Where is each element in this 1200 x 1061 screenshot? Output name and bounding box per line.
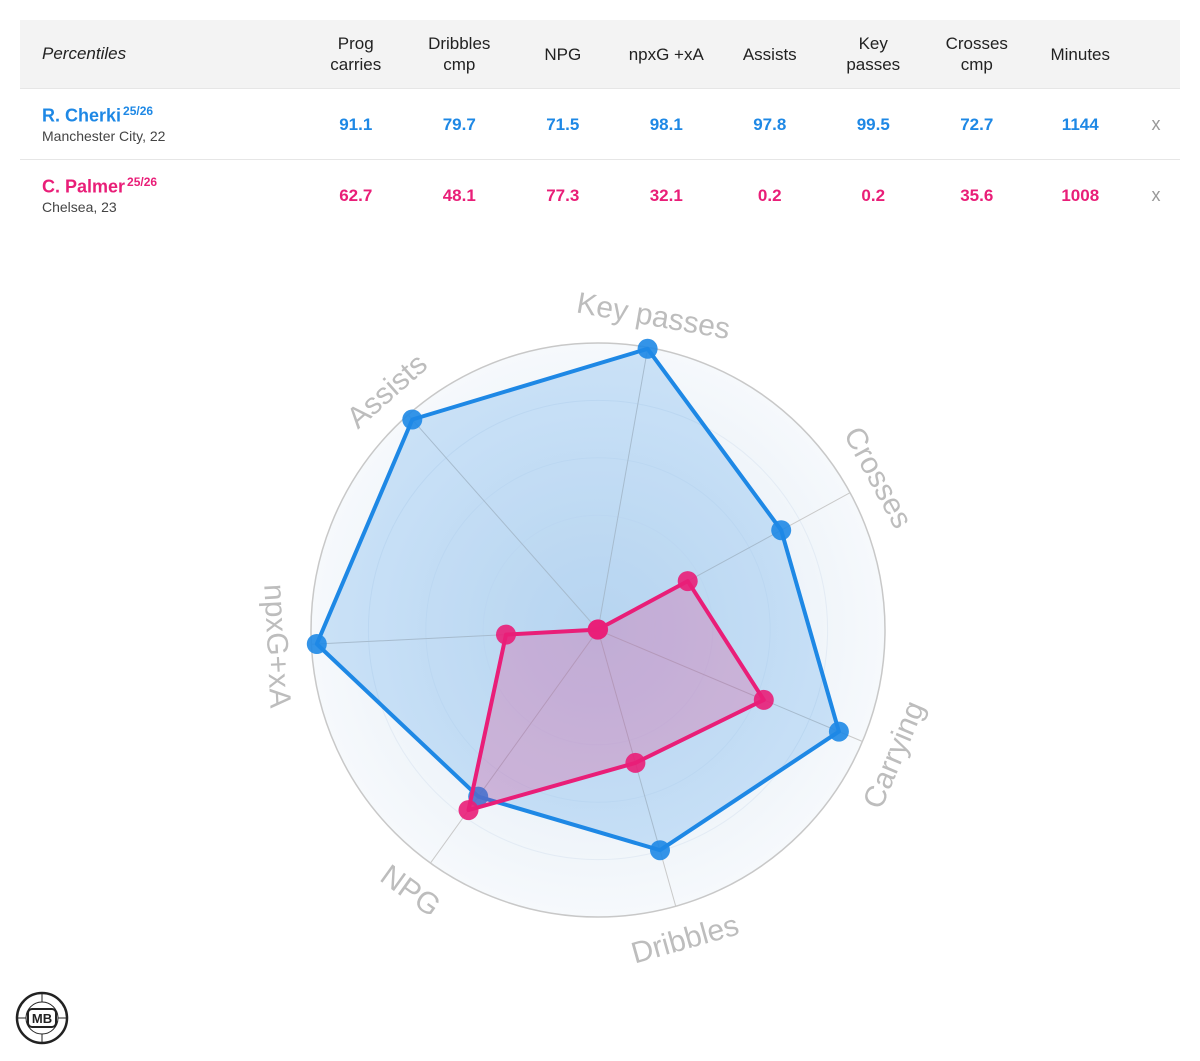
logo-text: MB — [32, 1011, 52, 1026]
data-point — [402, 409, 423, 430]
data-point — [458, 800, 479, 821]
table-header: Percentiles Prog carries Dribbles cmp NP… — [20, 20, 1180, 89]
remove-player-button[interactable]: x — [1151, 184, 1161, 205]
data-point — [753, 689, 774, 710]
radar-spoke — [597, 629, 863, 742]
value-prog-carries: 91.1 — [339, 114, 373, 134]
column-header-minutes: Minutes — [1050, 44, 1111, 64]
player-name[interactable]: R. Cherki — [42, 105, 122, 126]
header-label-cell: Percentiles — [20, 44, 304, 64]
value-prog-carries: 62.7 — [339, 185, 373, 205]
mb-logo: MB — [15, 991, 69, 1045]
column-header-npg: NPG — [544, 44, 582, 64]
column-header-crosses-cmp: Crosses cmp — [945, 34, 1008, 74]
data-point — [637, 338, 658, 359]
value-npg: 71.5 — [546, 114, 580, 134]
value-crosses-cmp: 72.7 — [960, 114, 994, 134]
value-dribbles-cmp: 48.1 — [442, 185, 476, 205]
data-point — [828, 721, 849, 742]
radar-ring — [425, 457, 771, 803]
table-row: C. Palmer 25/26 Chelsea, 23 62.7 48.1 77.… — [20, 160, 1180, 230]
player-cell: C. Palmer 25/26 Chelsea, 23 — [20, 175, 304, 214]
radar-spoke — [430, 629, 599, 864]
axis-label: Key passes — [574, 287, 732, 346]
value-minutes: 1144 — [1061, 114, 1099, 134]
table-row: R. Cherki 25/26 Manchester City, 22 91.1 … — [20, 89, 1180, 160]
value-npxg-xa: 32.1 — [649, 185, 683, 205]
value-dribbles-cmp: 79.7 — [442, 114, 476, 134]
data-point — [306, 634, 327, 654]
radar-ring — [482, 514, 714, 746]
radar-ring — [540, 572, 656, 688]
player-season: 25/26 — [123, 104, 154, 119]
radar-spoke — [597, 347, 649, 631]
value-crosses-cmp: 35.6 — [960, 185, 994, 205]
value-npxg-xa: 98.1 — [649, 114, 683, 134]
axis-label: npxG+xA — [257, 583, 296, 709]
player-meta: Chelsea, 23 — [42, 198, 117, 215]
column-header-key-passes: Key passes — [846, 34, 901, 74]
data-point — [496, 624, 516, 645]
column-header-npxg-xa: npxG +xA — [628, 44, 704, 64]
player-name[interactable]: C. Palmer — [42, 176, 126, 197]
remove-player-button[interactable]: x — [1151, 113, 1161, 134]
percentiles-table: Percentiles Prog carries Dribbles cmp NP… — [20, 20, 1180, 230]
player-cell: R. Cherki 25/26 Manchester City, 22 — [20, 104, 304, 143]
data-point — [771, 520, 792, 541]
radar-spoke — [407, 414, 599, 631]
remove-player-cell: x — [1132, 185, 1180, 206]
column-header-prog-carries: Prog carries — [330, 34, 382, 74]
value-npg: 77.3 — [546, 185, 580, 205]
value-minutes: 1008 — [1061, 185, 1100, 205]
axis-label: NPG — [374, 859, 446, 924]
column-header-dribbles-cmp: Dribbles cmp — [428, 34, 491, 74]
percentiles-label: Percentiles — [42, 44, 127, 63]
column-header-assists: Assists — [742, 44, 797, 64]
data-point — [677, 571, 698, 592]
radar-series-group — [306, 338, 849, 861]
value-key-passes: 99.5 — [856, 114, 890, 134]
radar-ring — [367, 399, 829, 861]
value-assists: 97.8 — [753, 114, 787, 134]
data-point — [587, 619, 608, 640]
player-meta: Manchester City, 22 — [42, 127, 166, 144]
value-key-passes: 0.2 — [861, 185, 886, 205]
axis-label: Dribbles — [628, 909, 743, 971]
data-point — [650, 840, 670, 861]
player-season: 25/26 — [127, 175, 158, 190]
series-polygon-cherki — [314, 346, 841, 853]
data-point — [625, 752, 646, 773]
value-assists: 0.2 — [757, 185, 782, 205]
remove-player-cell: x — [1132, 114, 1180, 135]
series-polygon-palmer — [466, 579, 766, 813]
